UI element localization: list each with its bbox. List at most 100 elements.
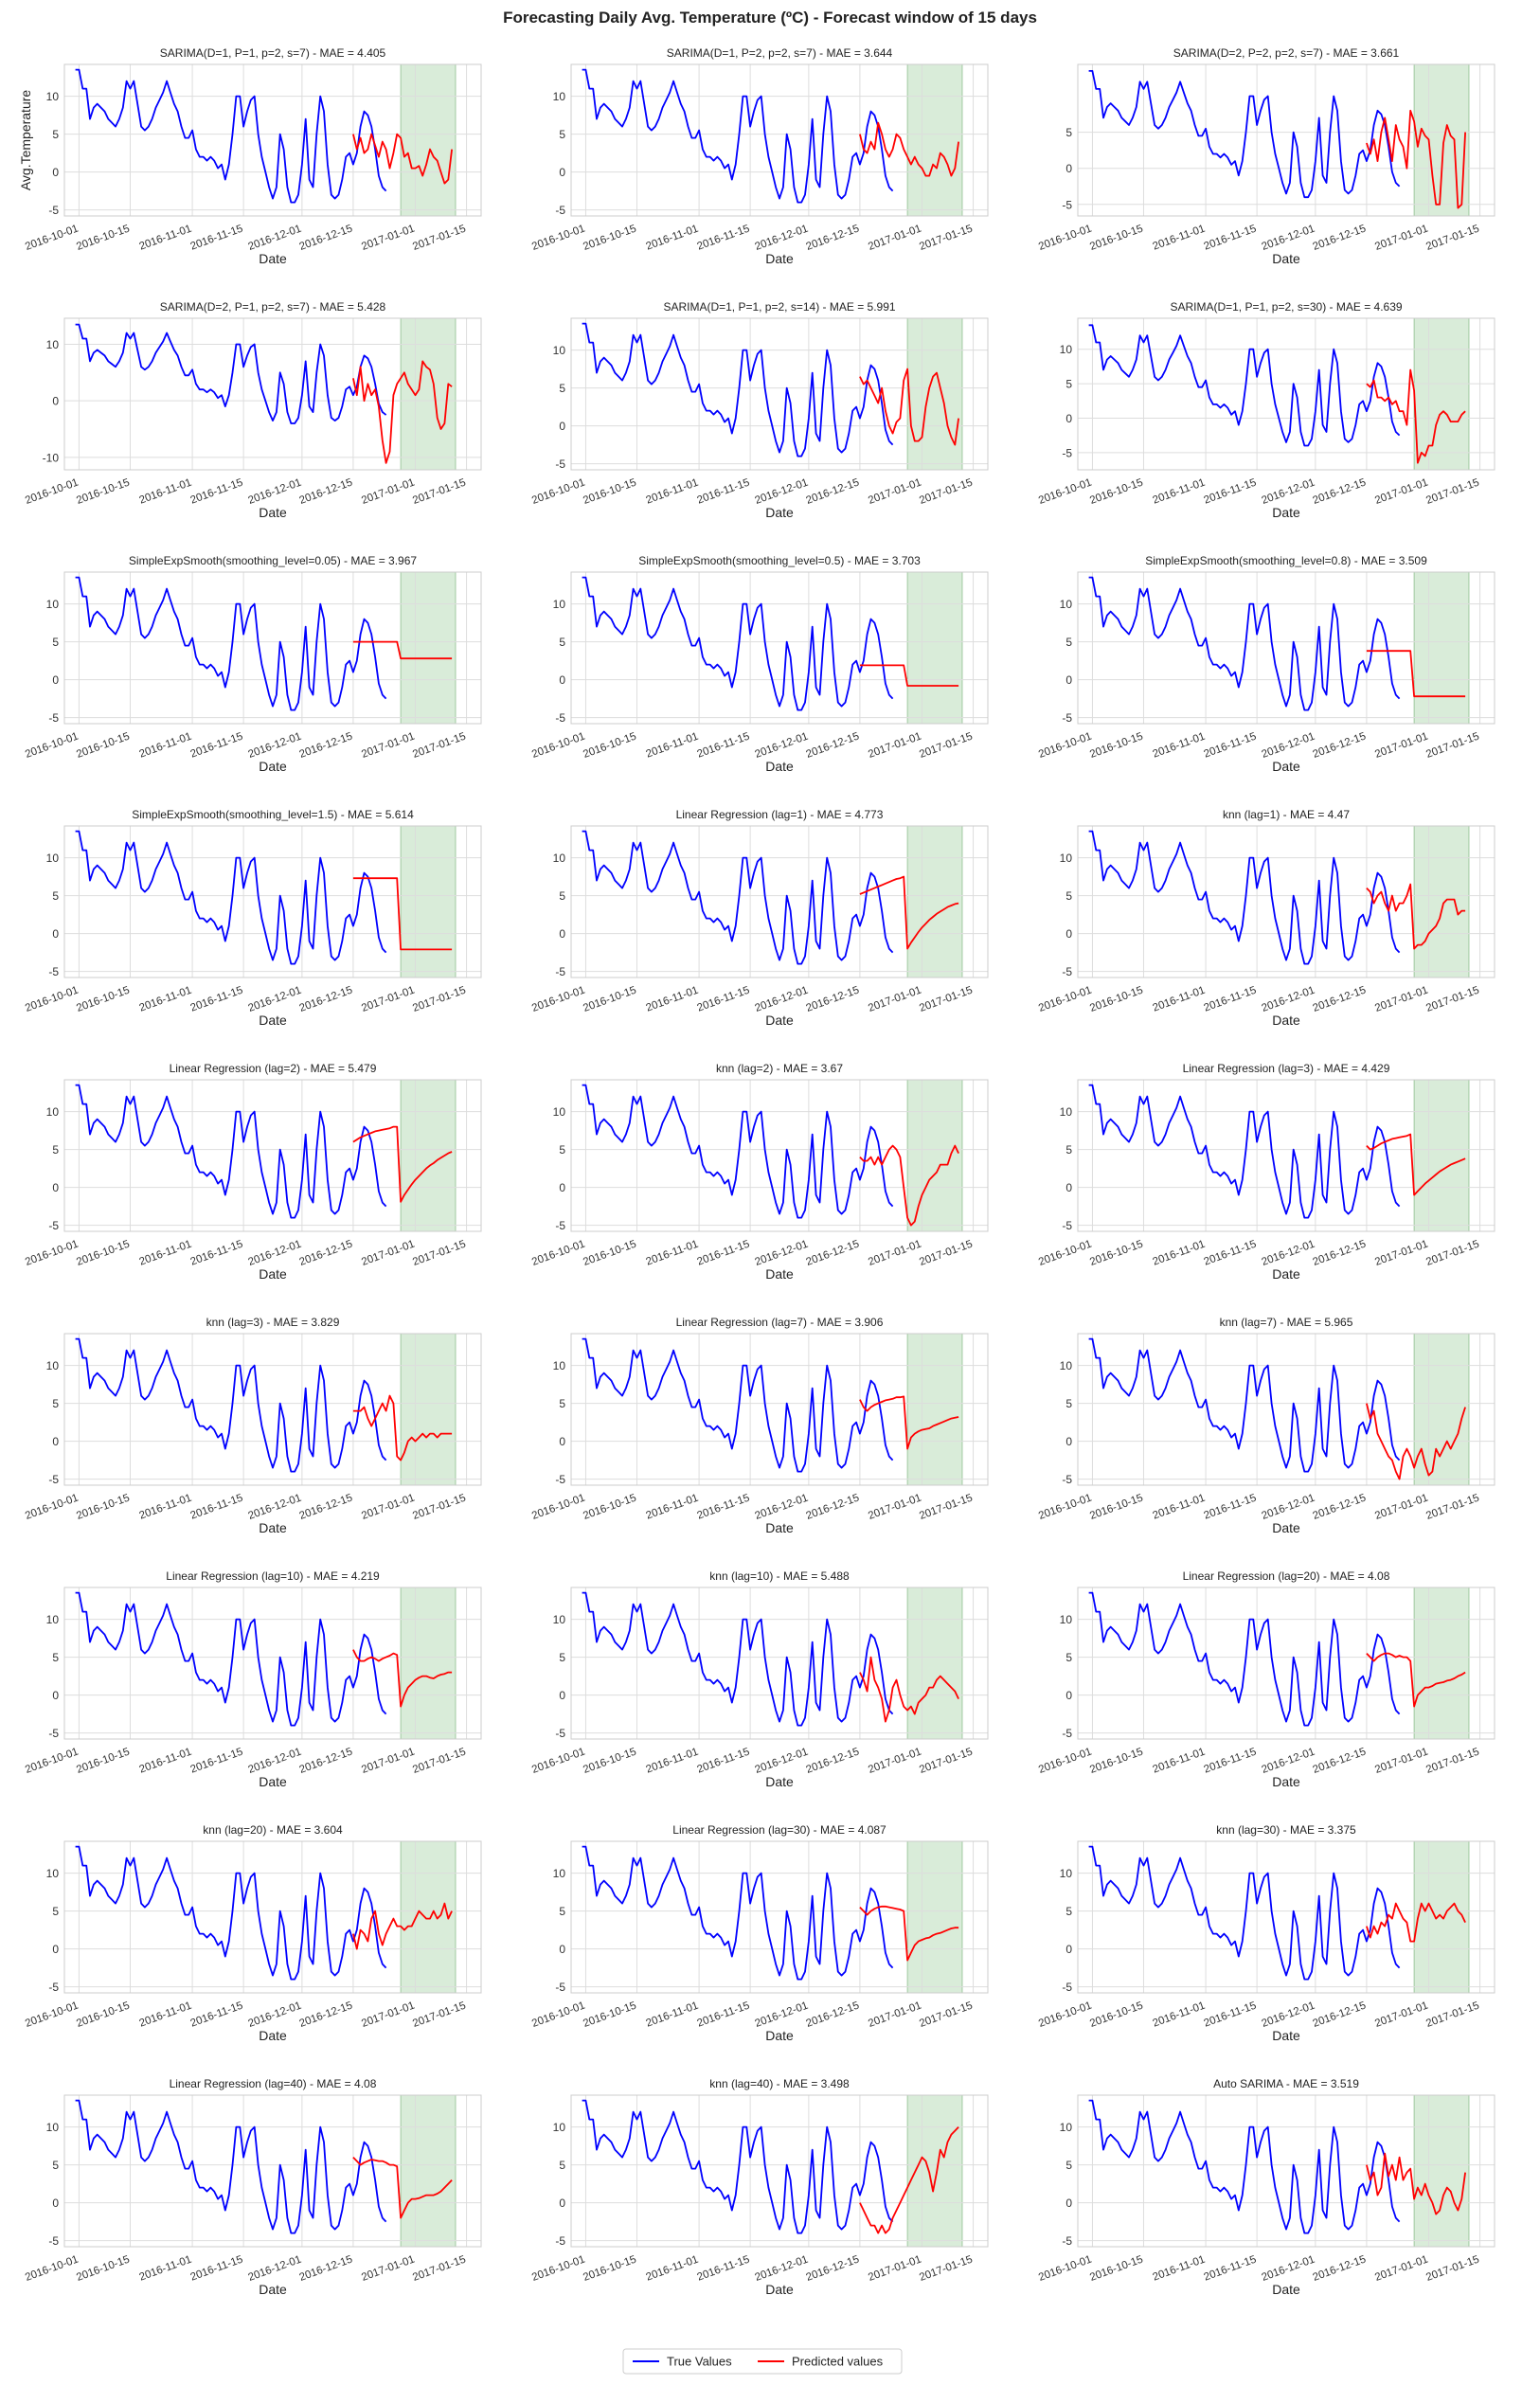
predicted-values-line <box>352 1394 453 1461</box>
predicted-values-line <box>352 1125 453 1203</box>
y-tick-label: -5 <box>555 1219 565 1232</box>
y-tick-label: 10 <box>553 1867 566 1880</box>
predicted-values-line <box>859 875 959 950</box>
y-tick-label: 10 <box>553 2121 566 2134</box>
forecast-window-band <box>400 63 457 217</box>
x-axis-label: Date <box>1272 1013 1300 1028</box>
y-tick-label: 0 <box>1065 412 1072 425</box>
y-tick-label: -5 <box>555 1981 565 1994</box>
y-tick-label: 0 <box>1065 2197 1072 2210</box>
subplot-title: knn (lag=40) - MAE = 3.498 <box>709 2077 850 2090</box>
y-tick-label: 0 <box>1065 1689 1072 1702</box>
true-values-line <box>582 830 894 965</box>
legend-true-label: True Values <box>667 2355 732 2369</box>
true-values-line <box>1088 70 1401 199</box>
axes-frame <box>63 825 482 978</box>
y-tick-label: 0 <box>52 1689 59 1702</box>
predicted-values-line <box>1366 1652 1466 1708</box>
y-tick-label: -5 <box>48 1473 59 1486</box>
subplot-title: SARIMA(D=2, P=2, p=2, s=7) - MAE = 3.661 <box>1173 46 1400 60</box>
forecast-window-band <box>400 1840 457 1994</box>
subplot-title: Linear Regression (lag=20) - MAE = 4.08 <box>1183 1569 1390 1583</box>
axes-frame <box>570 1840 989 1994</box>
y-tick-label: 0 <box>559 1435 565 1448</box>
subplot-title: knn (lag=1) - MAE = 4.47 <box>1223 808 1350 821</box>
predicted-values-line <box>859 368 959 446</box>
y-tick-label: 5 <box>1065 378 1072 391</box>
y-tick-label: -5 <box>555 1473 565 1486</box>
predicted-values-line <box>859 664 959 687</box>
axes-frame <box>570 571 989 725</box>
y-tick-label: 0 <box>559 673 565 687</box>
true-values-line <box>582 2099 894 2234</box>
true-values-line <box>1088 576 1401 711</box>
y-tick-label: 5 <box>52 636 59 649</box>
y-tick-label: 10 <box>1060 1613 1073 1626</box>
y-tick-label: -5 <box>48 2234 59 2248</box>
y-tick-label: 5 <box>52 1905 59 1918</box>
subplot-title: SimpleExpSmooth(smoothing_level=0.05) - … <box>129 554 417 567</box>
y-tick-label: -5 <box>555 1727 565 1740</box>
forecast-window-band <box>400 1079 457 1232</box>
x-axis-label: Date <box>765 2028 794 2043</box>
y-tick-label: 5 <box>52 1143 59 1157</box>
axes-frame <box>63 1333 482 1486</box>
y-tick-label: 5 <box>559 382 565 395</box>
y-tick-label: 10 <box>553 852 566 865</box>
y-tick-label: 0 <box>52 673 59 687</box>
forecast-window-band <box>1413 1079 1470 1232</box>
y-tick-label: 5 <box>1065 2159 1072 2172</box>
true-values-line <box>75 1084 387 1219</box>
predicted-values-line <box>352 877 453 951</box>
predicted-values-line <box>352 133 453 185</box>
axes-frame <box>1077 825 1495 978</box>
axes-frame <box>63 1587 482 1740</box>
forecast-window-band <box>906 571 963 725</box>
y-tick-label: -5 <box>48 1981 59 1994</box>
y-tick-label: -5 <box>555 711 565 725</box>
y-tick-label: -5 <box>1062 2234 1072 2248</box>
y-tick-label: 5 <box>559 889 565 903</box>
y-tick-label: 10 <box>46 852 60 865</box>
subplot-title: knn (lag=3) - MAE = 3.829 <box>206 1316 340 1329</box>
y-tick-label: 5 <box>559 636 565 649</box>
x-axis-label: Date <box>259 1013 287 1028</box>
forecast-window-band <box>400 2094 457 2248</box>
y-tick-label: 5 <box>559 1143 565 1157</box>
x-axis-label: Date <box>765 1013 794 1028</box>
y-tick-label: 0 <box>52 927 59 941</box>
y-tick-label: 10 <box>46 1359 60 1372</box>
y-tick-label: -5 <box>1062 711 1072 725</box>
axes-frame <box>1077 1587 1495 1740</box>
y-tick-label: 5 <box>52 128 59 141</box>
y-tick-label: 5 <box>1065 1651 1072 1664</box>
y-tick-label: 10 <box>1060 852 1073 865</box>
true-values-line <box>582 1084 894 1219</box>
y-tick-label: -5 <box>48 1219 59 1232</box>
x-axis-label: Date <box>765 759 794 774</box>
x-axis-label: Date <box>1272 1266 1300 1282</box>
x-axis-label: Date <box>765 251 794 266</box>
y-tick-label: -5 <box>1062 1727 1072 1740</box>
forecast-window-band <box>906 1840 963 1994</box>
y-tick-label: 10 <box>46 1105 60 1119</box>
x-axis-label: Date <box>259 1774 287 1789</box>
forecast-window-band <box>906 825 963 978</box>
forecast-window-band <box>400 317 457 471</box>
subplot-title: SARIMA(D=1, P=1, p=2, s=14) - MAE = 5.99… <box>663 300 895 314</box>
true-values-line <box>75 68 387 204</box>
forecast-window-band <box>906 1333 963 1486</box>
y-tick-label: -5 <box>48 965 59 978</box>
subplot-title: SARIMA(D=1, P=1, p=2, s=30) - MAE = 4.63… <box>1170 300 1402 314</box>
y-axis-label: Avg.Temperature <box>18 90 33 191</box>
forecast-window-band <box>400 1587 457 1740</box>
y-tick-label: -5 <box>1062 1981 1072 1994</box>
true-values-line <box>582 68 894 204</box>
